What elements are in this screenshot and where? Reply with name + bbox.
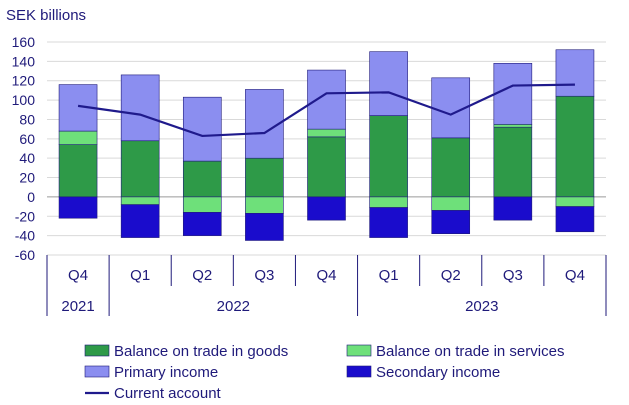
bar-balance-on-trade-in-goods xyxy=(120,140,160,198)
legend-swatch xyxy=(84,344,110,357)
bar-balance-on-trade-in-goods xyxy=(431,137,471,198)
bar-balance-on-trade-in-services xyxy=(555,196,595,207)
y-tick-label: 0 xyxy=(27,189,35,205)
x-tick-label: Q2 xyxy=(441,267,461,284)
year-label: 2022 xyxy=(217,298,250,315)
bar-primary-income xyxy=(307,69,346,130)
bar-balance-on-trade-in-services xyxy=(307,128,346,138)
current-account-line xyxy=(77,83,575,138)
bar-secondary-income xyxy=(245,213,284,241)
bar-balance-on-trade-in-services xyxy=(245,196,284,214)
bar-primary-income xyxy=(182,96,222,162)
x-tick-label: Q1 xyxy=(130,267,150,284)
x-tick-label: Q4 xyxy=(316,267,336,284)
legend-swatch xyxy=(346,344,372,357)
bar-secondary-income xyxy=(182,212,222,236)
bar-balance-on-trade-in-goods xyxy=(555,95,595,198)
y-tick-label: 80 xyxy=(19,111,35,127)
y-tick-label: 140 xyxy=(12,53,36,69)
legend-label: Secondary income xyxy=(376,364,500,381)
x-tick-label: Q2 xyxy=(192,267,212,284)
bar-balance-on-trade-in-services xyxy=(58,130,98,145)
bar-balance-on-trade-in-services xyxy=(120,196,160,205)
bar-primary-income xyxy=(120,74,160,142)
bar-secondary-income xyxy=(307,196,346,221)
bar-primary-income xyxy=(369,51,408,116)
legend-label: Primary income xyxy=(114,364,218,381)
x-tick-label: Q4 xyxy=(68,267,88,284)
x-tick-label: Q3 xyxy=(254,267,274,284)
x-tick-label: Q4 xyxy=(565,267,585,284)
y-tick-label: 40 xyxy=(19,150,35,166)
bar-balance-on-trade-in-goods xyxy=(307,136,346,198)
legend-swatch xyxy=(84,365,110,378)
y-axis-ticks: 160 140 120 100 80 60 40 20 0 -20 -40 -60 xyxy=(12,34,36,263)
y-tick-label: 120 xyxy=(12,73,36,89)
x-tick-label: Q1 xyxy=(379,267,399,284)
bar-secondary-income xyxy=(555,206,595,233)
bar-balance-on-trade-in-services xyxy=(369,196,408,208)
y-tick-label: 160 xyxy=(12,34,36,50)
y-axis-title: SEK billions xyxy=(6,7,86,24)
bar-series xyxy=(58,49,595,241)
bar-balance-on-trade-in-services xyxy=(182,196,222,213)
bar-primary-income xyxy=(555,49,595,97)
year-label: 2021 xyxy=(61,298,94,315)
y-tick-label: 60 xyxy=(19,131,35,147)
bar-balance-on-trade-in-goods xyxy=(245,157,284,198)
bar-balance-on-trade-in-goods xyxy=(182,160,222,198)
legend-label: Balance on trade in services xyxy=(376,343,564,360)
y-tick-label: -60 xyxy=(15,247,35,263)
bar-secondary-income xyxy=(431,210,471,235)
x-tick-label: Q3 xyxy=(503,267,523,284)
legend-label: Balance on trade in goods xyxy=(114,343,288,360)
legend-label: Current account xyxy=(114,385,222,402)
bar-secondary-income xyxy=(493,196,533,221)
bar-secondary-income xyxy=(120,204,160,238)
y-tick-label: 20 xyxy=(19,170,35,186)
y-tick-label: -20 xyxy=(15,208,35,224)
legend: Balance on trade in goods Balance on trad… xyxy=(84,343,564,402)
bar-balance-on-trade-in-goods xyxy=(369,115,408,198)
bar-balance-on-trade-in-goods xyxy=(493,126,533,198)
year-label: 2023 xyxy=(465,298,498,315)
y-tick-label: -40 xyxy=(15,228,35,244)
bar-balance-on-trade-in-services xyxy=(431,196,471,211)
bar-balance-on-trade-in-goods xyxy=(58,144,98,198)
legend-swatch xyxy=(346,365,372,378)
x-axis: Q4 Q1 Q2 Q3 Q4 Q1 Q2 Q3 Q4 2021 2022 2023 xyxy=(46,255,607,316)
bar-primary-income xyxy=(493,62,533,125)
current-account-polyline xyxy=(77,83,575,138)
y-tick-label: 100 xyxy=(12,92,36,108)
bar-secondary-income xyxy=(369,207,408,238)
bar-balance-on-trade-in-services xyxy=(493,123,533,128)
bar-secondary-income xyxy=(58,196,98,219)
